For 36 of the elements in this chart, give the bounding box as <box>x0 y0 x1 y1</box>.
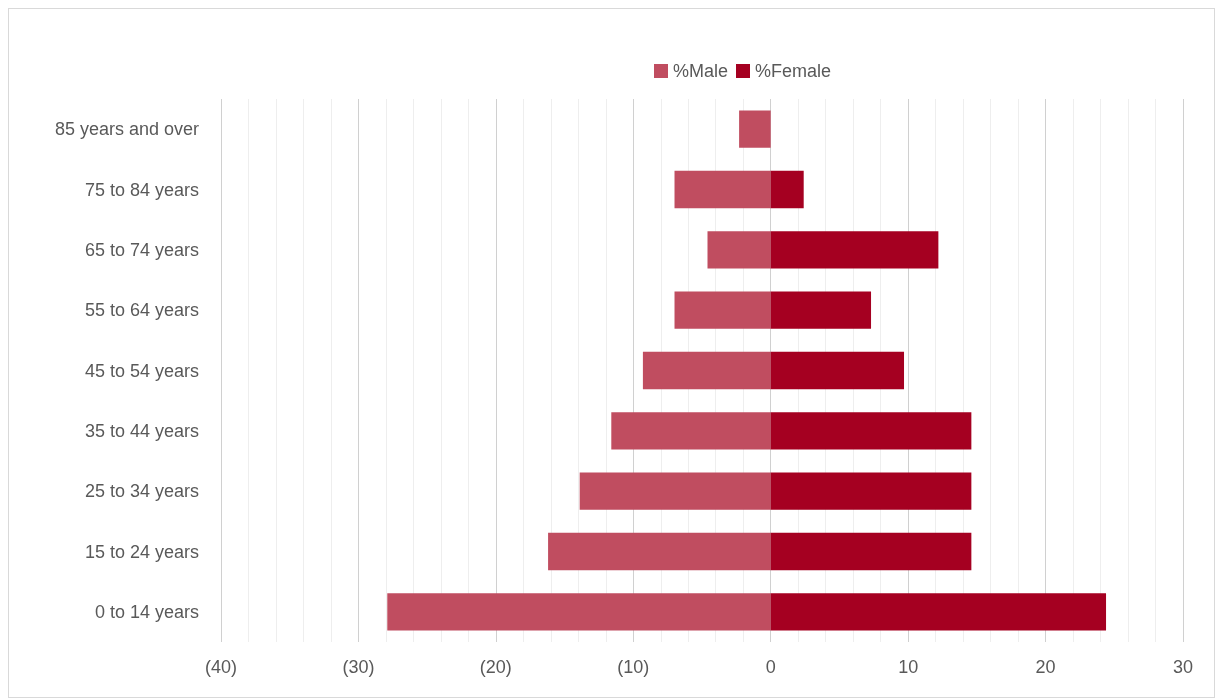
legend-label: %Female <box>755 61 832 81</box>
bar <box>770 593 1107 631</box>
bar <box>387 593 771 631</box>
bar <box>770 291 872 329</box>
x-tick-label: 0 <box>765 657 776 677</box>
bar <box>707 231 771 269</box>
bar <box>770 532 972 571</box>
bar <box>770 170 804 209</box>
bar <box>770 472 972 510</box>
y-tick-label: 25 to 34 years <box>84 481 199 502</box>
bar <box>770 351 905 390</box>
x-tick-label: 20 <box>1035 657 1056 677</box>
bar <box>739 110 771 148</box>
y-tick-label: 45 to 54 years <box>84 360 199 381</box>
bar <box>579 472 771 510</box>
y-tick-label: 0 to 14 years <box>94 601 199 622</box>
bar <box>770 412 972 450</box>
y-tick-label: 15 to 24 years <box>84 541 199 562</box>
bar <box>642 351 771 390</box>
x-tick-label: 10 <box>898 657 919 677</box>
y-tick-label: 55 to 64 years <box>84 300 199 321</box>
x-tick-label: 30 <box>1172 657 1194 677</box>
bar <box>674 170 771 209</box>
bar <box>674 291 771 329</box>
bar <box>770 231 939 269</box>
y-tick-label: 65 to 74 years <box>84 239 199 260</box>
y-tick-label: 75 to 84 years <box>84 179 199 200</box>
x-tick-label: (10) <box>617 657 650 677</box>
x-tick-label: (20) <box>479 657 512 677</box>
x-tick-label: (30) <box>342 657 375 677</box>
legend-label: %Male <box>673 61 729 81</box>
y-tick-label: 35 to 44 years <box>84 420 199 441</box>
bar <box>611 412 771 450</box>
x-tick-label: (40) <box>204 657 238 677</box>
bar <box>548 532 771 571</box>
y-tick-label: 85 years and over <box>54 119 199 140</box>
